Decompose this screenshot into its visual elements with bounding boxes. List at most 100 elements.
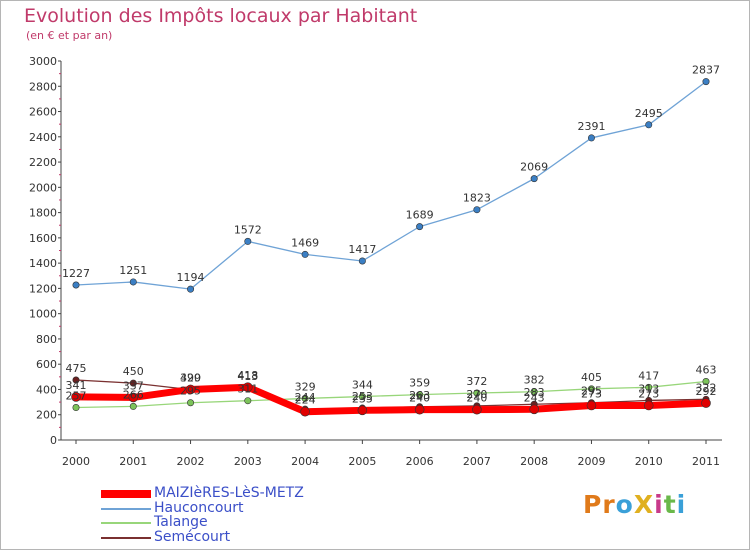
data-point-hauconcourt: [530, 175, 538, 183]
x-tick-label: 2004: [291, 455, 319, 468]
y-tick-label: 1800: [29, 207, 57, 220]
legend-swatch-sem-court: [101, 536, 151, 539]
data-label-talange: 329: [295, 380, 316, 393]
data-point-talange: [473, 389, 481, 397]
x-tick-label: 2005: [348, 455, 376, 468]
data-label-talange: 344: [352, 379, 373, 392]
data-point-talange: [187, 399, 195, 407]
data-label-hauconcourt: 2069: [520, 161, 548, 174]
data-point-hauconcourt: [702, 78, 710, 86]
data-point-maizi-res-l-s-metz: [643, 400, 654, 411]
legend-swatch-hauconcourt: [101, 507, 151, 510]
data-point-maizi-res-l-s-metz: [414, 404, 425, 415]
legend-label-sem-court: Semécourt: [154, 528, 231, 545]
data-label-talange: 372: [466, 375, 487, 388]
data-label-hauconcourt: 1417: [348, 243, 376, 256]
data-label-sem-court: 313: [638, 382, 659, 395]
data-point-talange: [358, 393, 366, 401]
legend-label-talange: Talange: [154, 514, 208, 530]
data-label-maizi-res-l-s-metz: 420: [180, 371, 201, 384]
data-point-talange: [587, 385, 595, 393]
data-point-talange: [645, 383, 653, 391]
chart-title: Evolution des Impôts locaux par Habitant: [24, 5, 418, 27]
data-label-talange: 295: [180, 385, 201, 398]
data-label-talange: 463: [696, 364, 717, 377]
data-label-sem-court: 283: [524, 386, 545, 399]
y-tick-label: 1000: [29, 308, 57, 321]
y-tick-label: 2600: [29, 106, 57, 119]
data-label-maizi-res-l-s-metz: 240: [409, 392, 430, 405]
data-label-talange: 382: [524, 374, 545, 387]
data-point-hauconcourt: [129, 278, 137, 286]
y-tick-label: 2400: [29, 131, 57, 144]
data-label-maizi-res-l-s-metz: 273: [581, 388, 602, 401]
data-label-hauconcourt: 1469: [291, 236, 319, 249]
data-label-talange: 266: [123, 388, 144, 401]
x-tick-label: 2000: [62, 455, 90, 468]
x-tick-label: 2003: [234, 455, 262, 468]
data-label-hauconcourt: 2495: [635, 107, 663, 120]
data-label-hauconcourt: 1251: [119, 264, 147, 277]
data-label-maizi-res-l-s-metz: 224: [295, 394, 316, 407]
data-label-sem-court: 244: [295, 391, 316, 404]
data-point-hauconcourt: [473, 206, 481, 214]
data-point-maizi-res-l-s-metz: [701, 398, 711, 408]
y-tick-label: 2200: [29, 156, 57, 169]
chart-subtitle: (en € et par an): [26, 29, 113, 42]
legend-swatch-maizi-res-l-s-metz: [101, 490, 151, 498]
data-point-maizi-res-l-s-metz: [529, 404, 539, 415]
data-label-talange: 405: [581, 371, 602, 384]
data-label-sem-court: 322: [696, 381, 717, 394]
data-label-talange: 359: [409, 377, 430, 390]
data-label-hauconcourt: 1823: [463, 192, 491, 205]
data-label-hauconcourt: 1227: [62, 267, 90, 280]
data-label-sem-court: 263: [409, 389, 430, 402]
data-label-maizi-res-l-s-metz: 240: [466, 392, 487, 405]
data-point-talange: [416, 391, 424, 399]
data-point-talange: [530, 388, 538, 396]
data-point-maizi-res-l-s-metz: [71, 392, 81, 402]
data-point-hauconcourt: [72, 281, 80, 289]
y-tick-label: 2000: [29, 181, 57, 194]
data-point-hauconcourt: [187, 285, 195, 293]
data-point-hauconcourt: [244, 237, 252, 245]
data-label-sem-court: 413: [237, 370, 258, 383]
x-tick-label: 2011: [692, 455, 720, 468]
data-label-maizi-res-l-s-metz: 273: [638, 388, 659, 401]
y-tick-label: 1400: [29, 257, 57, 270]
data-point-hauconcourt: [416, 223, 424, 231]
data-point-hauconcourt: [358, 257, 366, 265]
data-point-talange: [244, 397, 252, 405]
data-point-maizi-res-l-s-metz: [300, 406, 310, 417]
data-label-maizi-res-l-s-metz: 418: [237, 369, 258, 382]
x-tick-label: 2001: [119, 455, 147, 468]
data-label-sem-court: 270: [466, 388, 487, 401]
data-point-maizi-res-l-s-metz: [128, 392, 139, 403]
data-point-talange: [129, 402, 137, 410]
y-tick-label: 800: [36, 333, 57, 346]
x-tick-label: 2009: [577, 455, 605, 468]
x-tick-label: 2006: [406, 455, 434, 468]
data-label-sem-court: 475: [66, 362, 87, 375]
data-label-sem-court: 399: [180, 372, 201, 385]
data-label-maizi-res-l-s-metz: 337: [123, 379, 144, 392]
y-tick-label: 1600: [29, 232, 57, 245]
series-layer: [71, 78, 711, 417]
data-point-maizi-res-l-s-metz: [243, 382, 253, 392]
data-point-maizi-res-l-s-metz: [586, 400, 597, 411]
data-label-talange: 311: [237, 383, 258, 396]
series-line-hauconcourt: [75, 80, 707, 290]
data-label-hauconcourt: 2837: [692, 64, 720, 77]
data-point-talange: [301, 394, 309, 402]
data-labels: 1227 1251 1194 1572 1469 1417 1689 1823 2069 2391…: [62, 64, 720, 407]
data-point-maizi-res-l-s-metz: [185, 384, 196, 395]
data-label-maizi-res-l-s-metz: 341: [66, 379, 87, 392]
y-tick-label: 0: [50, 434, 57, 447]
y-tick-label: 400: [36, 383, 57, 396]
y-tick-label: 3000: [29, 55, 57, 68]
series-line-talange: [75, 380, 707, 409]
data-label-maizi-res-l-s-metz: 243: [524, 391, 545, 404]
x-tick-label: 2007: [463, 455, 491, 468]
axes: 0 200 400 600 800 1000 1200 1400 1600 1800 2000 220…: [29, 55, 722, 468]
